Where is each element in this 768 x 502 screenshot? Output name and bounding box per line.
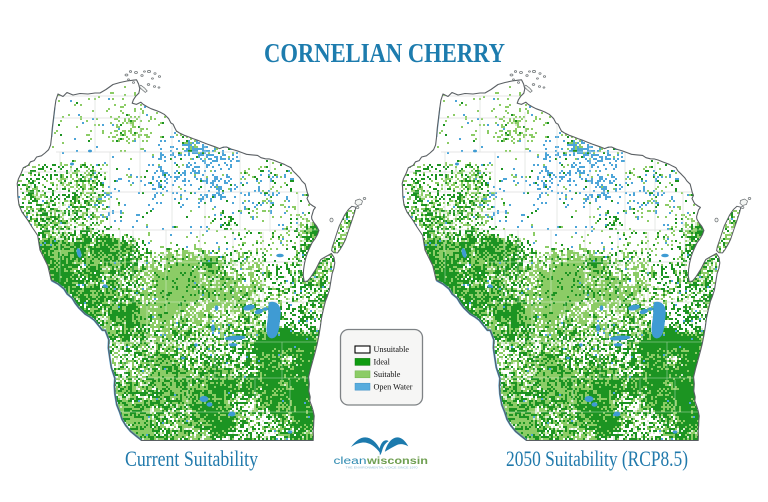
svg-text:Suitable: Suitable bbox=[374, 370, 401, 379]
svg-text:Current Suitability: Current Suitability bbox=[125, 446, 258, 471]
svg-text:Unsuitable: Unsuitable bbox=[374, 345, 410, 354]
svg-text:clean: clean bbox=[334, 456, 367, 467]
svg-text:Open Water: Open Water bbox=[374, 382, 413, 391]
svg-text:THE ENVIRONMENTAL VOICE SINCE: THE ENVIRONMENTAL VOICE SINCE 1970 bbox=[346, 465, 419, 469]
svg-text:wisconsin: wisconsin bbox=[366, 456, 428, 467]
svg-text:CORNELIAN CHERRY: CORNELIAN CHERRY bbox=[264, 37, 505, 68]
svg-text:Ideal: Ideal bbox=[374, 358, 391, 367]
svg-text:2050 Suitability (RCP8.5): 2050 Suitability (RCP8.5) bbox=[506, 446, 688, 471]
